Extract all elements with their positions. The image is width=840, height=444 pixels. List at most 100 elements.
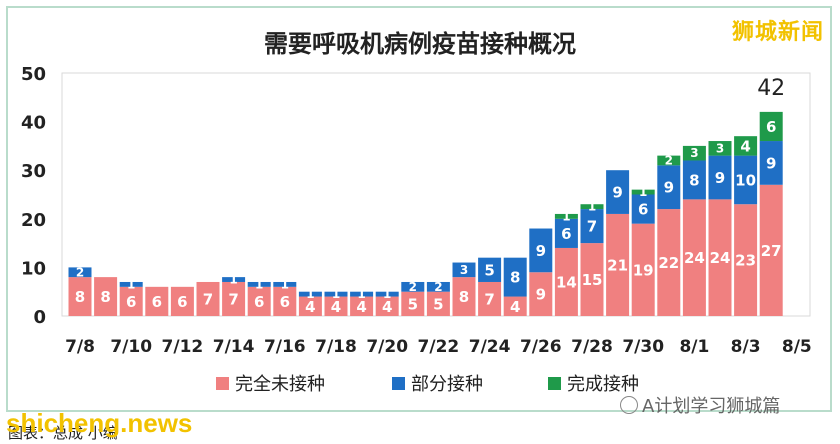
bar-complete — [631, 189, 655, 195]
legend: 完全未接种 部分接种 完成接种 — [216, 374, 639, 395]
bar-data-label: 1 — [639, 185, 647, 199]
bar-unvaccinated — [145, 286, 169, 316]
x-tick-label: 7/18 — [315, 337, 357, 357]
bar-data-label: 7 — [203, 290, 213, 308]
bars: 828 616 6 7 71616141414141525283754899146115… — [68, 111, 783, 316]
bar-data-label: 8 — [459, 288, 469, 306]
bar-data-label: 4 — [305, 298, 315, 316]
bar-partial — [657, 165, 681, 210]
bar-partial — [273, 281, 297, 287]
bar-partial — [222, 277, 246, 282]
bar-partial — [708, 155, 732, 200]
watermark-bottom-right: A计划学习狮城篇 — [620, 392, 780, 418]
bar-partial — [375, 291, 399, 297]
bar-unvaccinated — [606, 213, 630, 316]
bar-data-label: 9 — [536, 242, 546, 260]
x-tick-label: 7/20 — [366, 337, 408, 357]
bar-data-label: 4 — [356, 298, 366, 316]
bar-data-label: 8 — [689, 171, 699, 189]
bar-data-label: 15 — [582, 271, 603, 289]
bar-partial — [298, 291, 322, 297]
bar-data-label: 1 — [562, 209, 570, 223]
bar-data-label: 2 — [76, 265, 84, 279]
bar-data-label: 1 — [357, 287, 365, 301]
bar-data-label: 4 — [331, 298, 341, 316]
bar-unvaccinated — [298, 296, 322, 316]
bar-complete — [682, 145, 706, 161]
bar-unvaccinated — [529, 272, 553, 316]
x-tick-label: 7/26 — [520, 337, 562, 357]
bar-unvaccinated — [350, 296, 374, 316]
watermark-bottom-left: shicheng.news — [6, 408, 193, 438]
bar-partial — [529, 228, 553, 273]
x-tick-label: 7/24 — [469, 337, 511, 357]
bar-data-label: 6 — [152, 293, 162, 311]
y-tick-label: 10 — [21, 258, 46, 279]
bar-partial — [426, 281, 450, 292]
bar-complete — [580, 204, 604, 210]
bar-complete — [734, 136, 758, 156]
bar-data-label: 1 — [306, 287, 314, 301]
bar-data-label: 6 — [561, 225, 571, 243]
bar-partial — [350, 291, 374, 297]
x-tick-label: 8/3 — [731, 337, 761, 357]
bar-unvaccinated — [68, 277, 92, 316]
bar-partial — [631, 194, 655, 224]
x-tick-label: 7/10 — [110, 337, 152, 357]
y-tick-label: 40 — [21, 113, 46, 134]
bar-data-label: 2 — [665, 153, 673, 167]
x-tick-label: 7/30 — [622, 337, 664, 357]
legend-label: 部分接种 — [411, 374, 483, 395]
legend-label: 完成接种 — [567, 374, 639, 395]
bar-data-label: 9 — [536, 286, 546, 304]
watermark-bottom-right-text: A计划学习狮城篇 — [642, 396, 781, 417]
bar-partial — [606, 170, 630, 214]
bar-partial — [734, 155, 758, 205]
bar-partial — [554, 218, 578, 248]
x-tick-label: 8/5 — [782, 337, 812, 357]
bar-data-label: 4 — [740, 137, 750, 155]
bar-data-label: 8 — [100, 288, 110, 306]
bar-data-label: 1 — [383, 287, 391, 301]
wechat-icon — [620, 396, 638, 414]
y-tick-label: 20 — [21, 210, 46, 231]
bar-partial — [324, 291, 348, 297]
bar-data-label: 6 — [280, 293, 290, 311]
bar-data-label: 7 — [228, 290, 238, 308]
bar-data-label: 3 — [460, 263, 468, 277]
bar-data-label: 7 — [587, 218, 597, 236]
bar-complete — [554, 213, 578, 219]
bar-unvaccinated — [657, 209, 681, 316]
bar-data-label: 5 — [433, 295, 443, 313]
x-tick-label: 7/28 — [571, 337, 613, 357]
bar-data-label: 8 — [510, 269, 520, 287]
bar-unvaccinated — [119, 286, 143, 316]
bar-unvaccinated — [580, 243, 604, 316]
chart-frame — [6, 6, 832, 412]
bar-data-label: 27 — [761, 242, 782, 260]
bar-data-label: 1 — [255, 277, 263, 291]
bar-data-label: 4 — [382, 298, 392, 316]
x-tick-label: 7/12 — [162, 337, 204, 357]
x-axis: 7/8 7/10 7/12 7/14 7/16 7/18 7/20 7/22 7/24 7/26 7… — [65, 337, 812, 357]
bar-unvaccinated — [478, 281, 502, 316]
bar-data-label: 9 — [715, 169, 725, 187]
bar-unvaccinated — [759, 184, 783, 316]
bar-partial — [401, 281, 425, 292]
bar-data-label: 2 — [434, 280, 442, 294]
bar-partial — [452, 262, 476, 278]
bar-unvaccinated — [682, 199, 706, 316]
bar-data-label: 24 — [710, 249, 731, 267]
bar-data-label: 19 — [633, 261, 654, 279]
x-tick-label: 7/22 — [418, 337, 460, 357]
bar-data-label: 7 — [484, 290, 494, 308]
bar-unvaccinated — [324, 296, 348, 316]
bar-data-label: 5 — [484, 261, 494, 279]
bar-data-label: 9 — [766, 154, 776, 172]
y-tick-label: 0 — [33, 307, 46, 328]
bar-unvaccinated — [375, 296, 399, 316]
x-tick-label: 7/14 — [213, 337, 255, 357]
bar-unvaccinated — [452, 277, 476, 316]
bar-data-label: 23 — [735, 252, 756, 270]
bar-data-label: 14 — [556, 273, 577, 291]
